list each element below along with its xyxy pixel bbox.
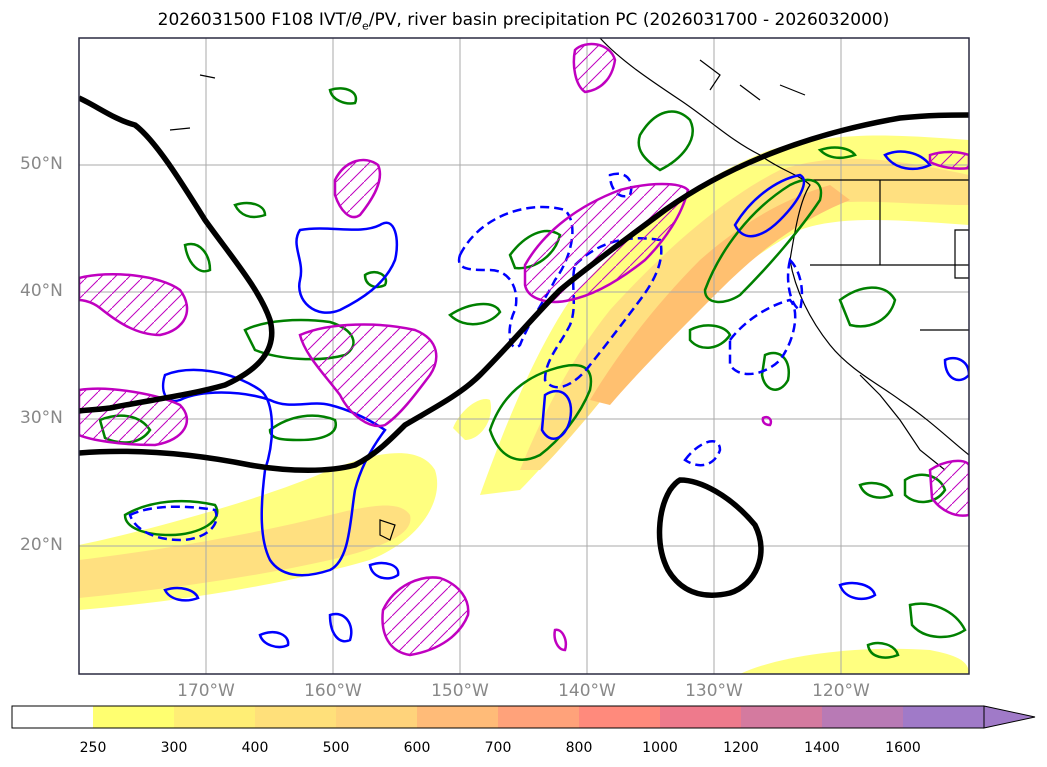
ivt-region-south — [740, 648, 969, 674]
title-subscript: e — [362, 19, 369, 33]
ivt-region-small — [453, 399, 491, 440]
colorbar-bin — [336, 706, 417, 728]
title-theta: θ — [351, 10, 362, 30]
colorbar — [11, 705, 1036, 729]
colorbar-tick: 1400 — [804, 740, 840, 756]
colorbar-bin — [903, 706, 984, 728]
colorbar-bin — [255, 706, 336, 728]
colorbar-tick: 250 — [79, 740, 107, 756]
colorbar-bin — [93, 706, 174, 728]
colorbar-tick: 1200 — [723, 740, 759, 756]
colorbar-tick: 400 — [241, 740, 269, 756]
colorbar-bin — [174, 706, 255, 728]
colorbar-tick: 1000 — [642, 740, 678, 756]
colorbar-tick: 300 — [160, 740, 188, 756]
colorbar-tick: 600 — [403, 740, 431, 756]
lon-label-160w: 160°W — [304, 681, 362, 701]
coastlines — [169, 38, 969, 541]
ivt-shading — [79, 135, 969, 674]
map-frame — [78, 37, 970, 675]
theta-e-contours — [161, 150, 969, 649]
colorbar-bin — [579, 706, 660, 728]
lon-label-130w: 130°W — [685, 681, 743, 701]
colorbar-bin — [12, 706, 93, 728]
colorbar-bin — [822, 706, 903, 728]
lat-label-40n: 40°N — [20, 281, 63, 301]
ivt-region-ar-core — [520, 158, 969, 471]
colorbar-extend-arrow — [983, 705, 1036, 729]
lon-label-140w: 140°W — [558, 681, 616, 701]
title-suffix: /PV, river basin precipitation PC (20260… — [368, 10, 890, 30]
colorbar-bin — [498, 706, 579, 728]
colorbar-tick: 700 — [484, 740, 512, 756]
lat-label-20n: 20°N — [20, 535, 63, 555]
lon-label-150w: 150°W — [431, 681, 489, 701]
lon-label-120w: 120°W — [812, 681, 870, 701]
lat-label-50n: 50°N — [20, 154, 63, 174]
colorbar-outline — [11, 705, 984, 729]
colorbar-tick: 1600 — [885, 740, 921, 756]
precip-pc-contours — [79, 42, 969, 657]
pressure-contours — [79, 95, 969, 598]
colorbar-tick: 500 — [322, 740, 350, 756]
ivt-region-subtropical-core — [79, 505, 411, 598]
ivt-region-ar-max — [590, 185, 850, 405]
title-prefix: 2026031500 F108 IVT/ — [157, 10, 352, 30]
colorbar-tick: 800 — [565, 740, 593, 756]
colorbar-bin — [660, 706, 741, 728]
lat-label-30n: 30°N — [20, 408, 63, 428]
colorbar-bin — [741, 706, 822, 728]
map-title: 2026031500 F108 IVT/θe/PV, river basin p… — [0, 10, 1047, 32]
lon-label-170w: 170°W — [177, 681, 235, 701]
colorbar-bin — [417, 706, 498, 728]
graticule — [79, 38, 969, 674]
